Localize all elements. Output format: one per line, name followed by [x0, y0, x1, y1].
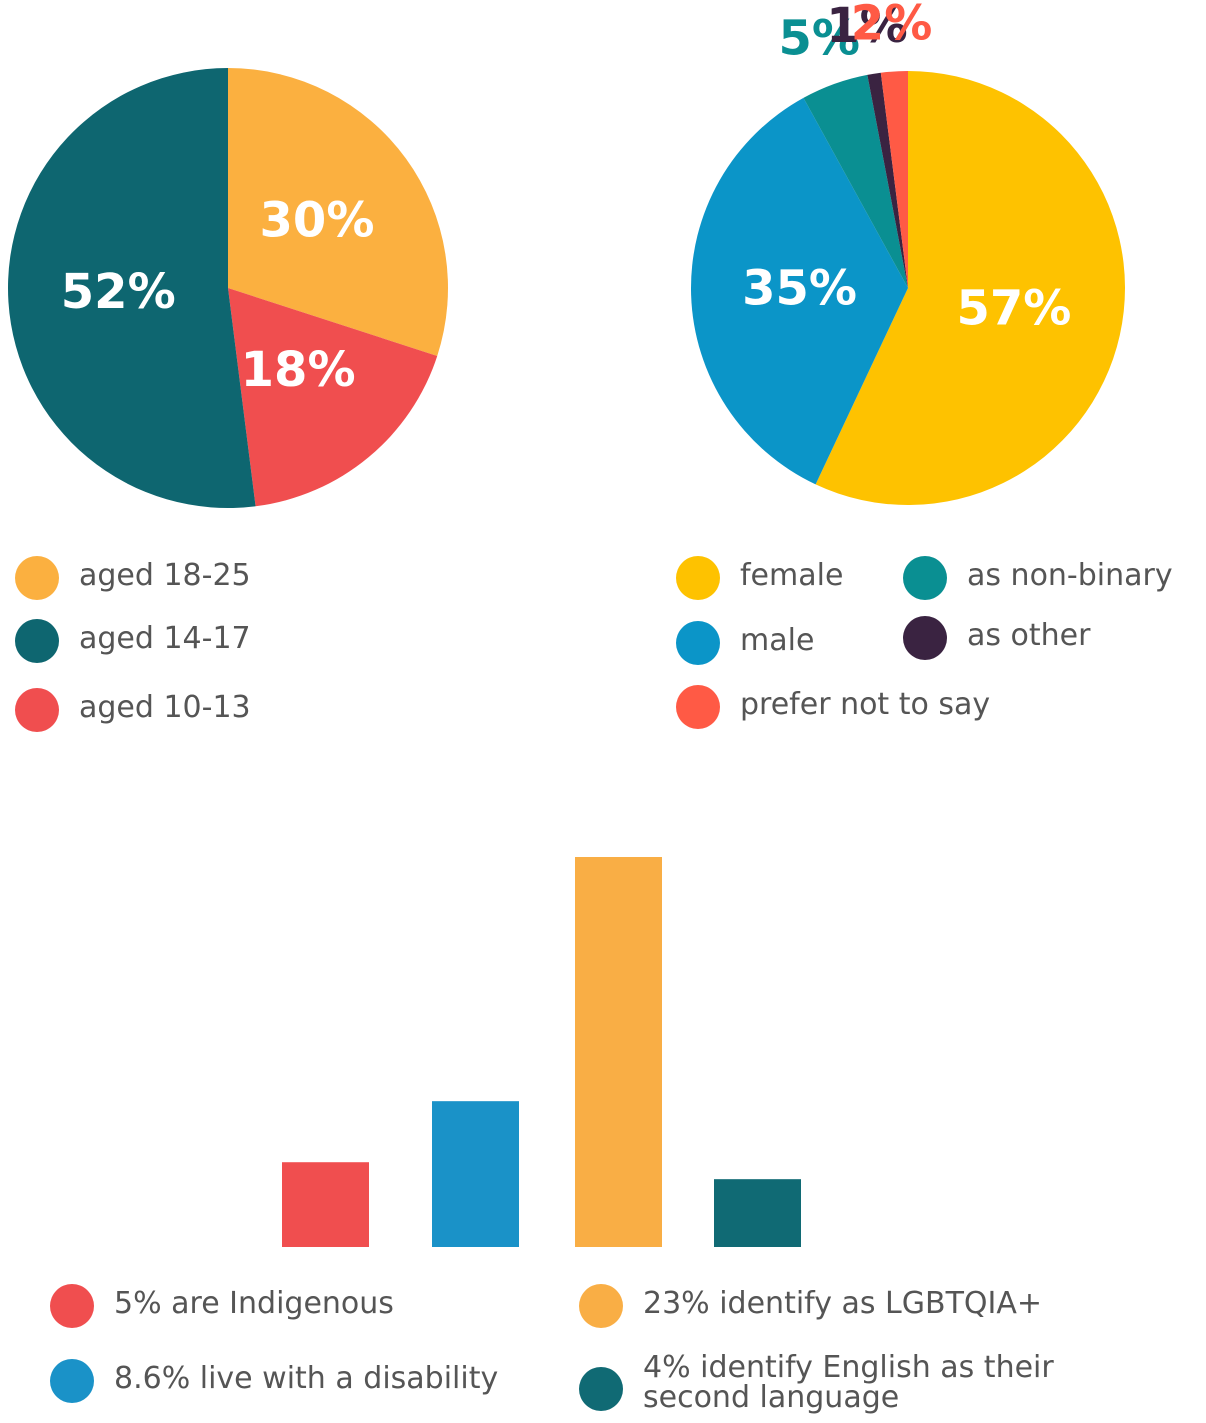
pie-slice	[7, 68, 256, 508]
legend-swatch	[676, 685, 720, 729]
slice-label: 35%	[742, 260, 857, 316]
bar	[575, 857, 662, 1247]
slice-label: 2%	[851, 0, 933, 52]
bar	[282, 1162, 369, 1247]
legend-label: as other	[967, 618, 1091, 653]
legend-swatch	[676, 556, 720, 600]
bar	[714, 1179, 801, 1247]
slice-label: 57%	[956, 281, 1071, 337]
pie-slice	[228, 288, 438, 507]
legend-label: prefer not to say	[740, 687, 991, 722]
pie-slice	[867, 72, 908, 288]
legend-swatch	[15, 688, 59, 732]
legend-label: aged 10-13	[79, 690, 251, 725]
slice-label: 52%	[61, 264, 176, 320]
legend-label: 5% are Indigenous	[114, 1286, 394, 1321]
legend-swatch	[579, 1367, 623, 1411]
legend-label: as non-binary	[967, 558, 1173, 593]
pie-slice	[691, 97, 908, 485]
legend-label: 8.6% live with a disability	[114, 1361, 499, 1396]
bar	[432, 1101, 519, 1247]
legend-label: 4% identify English as their second lang…	[643, 1350, 1054, 1415]
legend-swatch	[903, 556, 947, 600]
legend-swatch	[15, 619, 59, 663]
legend-swatch	[676, 621, 720, 665]
legend-swatch	[903, 616, 947, 660]
slice-label: 5%	[779, 10, 861, 66]
slice-label: 30%	[260, 192, 375, 248]
legend-swatch	[50, 1359, 94, 1403]
pie-slice	[228, 68, 448, 356]
legend-label: 23% identify as LGBTQIA+	[643, 1286, 1043, 1321]
slice-label: 1%	[826, 0, 908, 54]
legend-swatch	[50, 1284, 94, 1328]
pie-slice	[880, 71, 908, 288]
legend-swatch	[15, 556, 59, 600]
pie-slice	[815, 71, 1125, 506]
legend-swatch	[579, 1284, 623, 1328]
legend-label: female	[740, 558, 844, 593]
legend-label: male	[740, 623, 815, 658]
legend-label: aged 14-17	[79, 621, 251, 656]
legend-label: aged 18-25	[79, 558, 251, 593]
slice-label: 18%	[241, 342, 356, 398]
pie-slice	[803, 74, 908, 289]
